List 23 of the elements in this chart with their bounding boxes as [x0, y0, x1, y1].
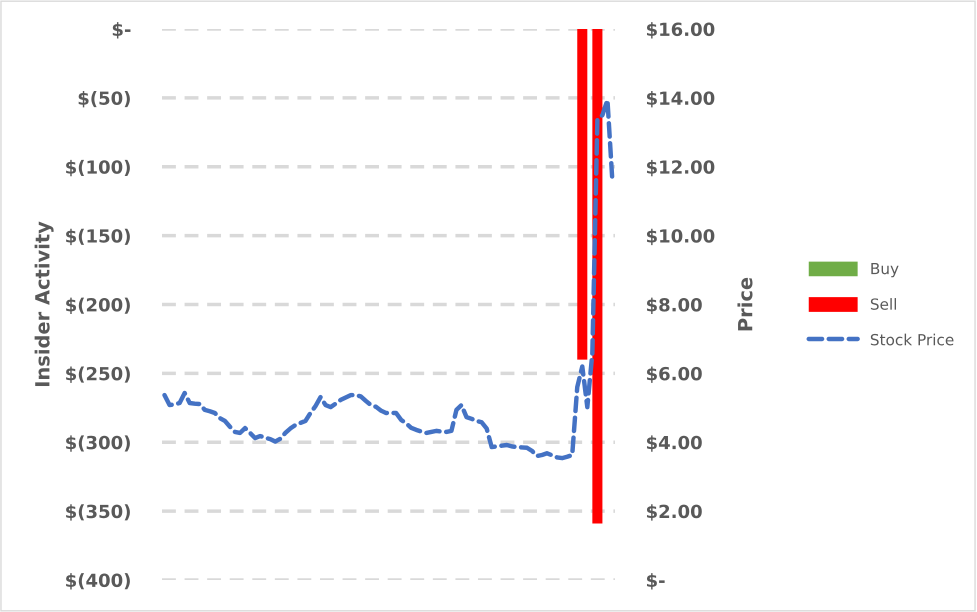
y-tick-label: $(50) — [78, 91, 130, 108]
y-tick-label: $(250) — [66, 366, 130, 383]
y2-tick-label: $6.00 — [646, 366, 702, 383]
y2-tick-label: $8.00 — [646, 298, 702, 314]
legend-label: Stock Price — [870, 334, 954, 346]
legend-label: Sell — [870, 298, 896, 310]
y2-tick-label: $4.00 — [646, 435, 702, 452]
y2-tick-label: $- — [646, 573, 665, 590]
y2-tick-label: $10.00 — [646, 228, 714, 246]
y2-tick-label: $12.00 — [646, 160, 714, 176]
y-tick-label: $(300) — [66, 435, 130, 452]
y-tick-label: $(200) — [66, 298, 130, 314]
y-tick-label: $(350) — [66, 504, 130, 521]
y-tick-label: $(400) — [66, 573, 130, 590]
y-axis-title: Insider Activity — [34, 222, 54, 386]
y2-tick-label: $2.00 — [646, 504, 702, 521]
y-tick-label: $(150) — [66, 228, 130, 246]
legend-label: Buy — [871, 262, 899, 278]
y2-tick-label: $14.00 — [646, 91, 714, 108]
y2-tick-label: $16.00 — [646, 22, 714, 39]
y2-axis-title: Price — [737, 278, 752, 330]
y-tick-label: $(100) — [66, 160, 130, 176]
y-tick-label: $- — [112, 22, 130, 39]
